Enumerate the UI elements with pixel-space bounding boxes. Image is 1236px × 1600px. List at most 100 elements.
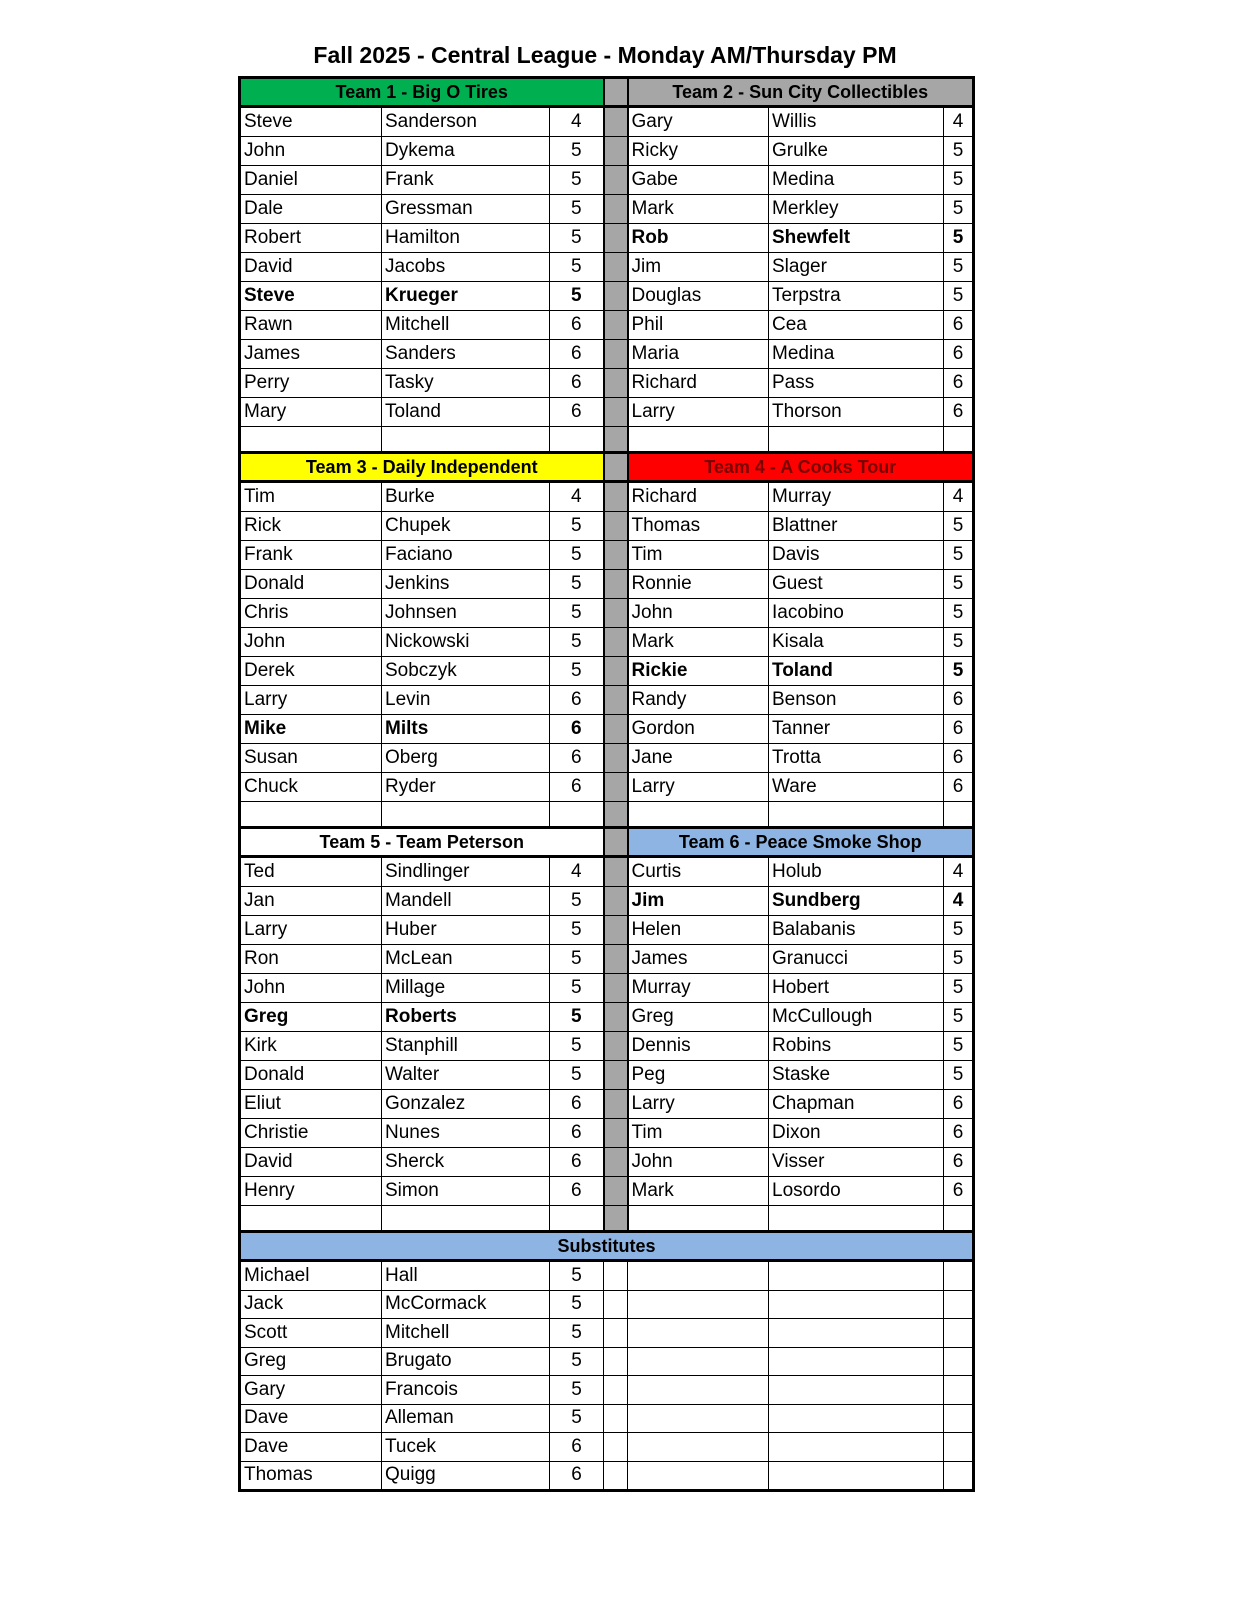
last-name: Jenkins xyxy=(381,569,550,599)
handicap: 6 xyxy=(549,685,604,715)
empty-cell xyxy=(768,1260,944,1291)
last-name: Merkley xyxy=(768,194,944,224)
divider xyxy=(602,252,629,282)
first-name: Richard xyxy=(627,481,769,512)
handicap: 4 xyxy=(943,856,974,887)
team-header-row: Team 1 - Big O Tires Team 2 - Sun City Co… xyxy=(239,76,974,108)
player-row: Greg Roberts 5 Greg McCullough 5 xyxy=(239,1002,974,1032)
empty-cell xyxy=(627,1460,769,1491)
handicap: 5 xyxy=(549,1289,604,1319)
player-row: Derek Sobczyk 5 Rickie Toland 5 xyxy=(239,656,974,686)
player-row: Frank Faciano 5 Tim Davis 5 xyxy=(239,540,974,570)
handicap xyxy=(943,801,974,828)
handicap: 5 xyxy=(549,944,604,974)
first-name xyxy=(627,426,769,453)
handicap: 4 xyxy=(549,481,604,512)
player-row: David Jacobs 5 Jim Slager 5 xyxy=(239,252,974,282)
substitute-row: Jack McCormack 5 xyxy=(239,1289,974,1319)
player-row: Henry Simon 6 Mark Losordo 6 xyxy=(239,1176,974,1206)
last-name: Tasky xyxy=(381,368,550,398)
last-name: Ware xyxy=(768,772,944,802)
handicap: 6 xyxy=(943,310,974,340)
handicap: 4 xyxy=(943,886,974,916)
first-name: Jim xyxy=(627,886,769,916)
divider xyxy=(602,1176,629,1206)
first-name: John xyxy=(627,598,769,628)
empty-cell xyxy=(943,1346,974,1376)
last-name: Quigg xyxy=(381,1460,550,1491)
team-header: Team 2 - Sun City Collectibles xyxy=(627,76,974,108)
first-name: David xyxy=(239,1147,382,1177)
first-name: Gabe xyxy=(627,165,769,195)
first-name: Gordon xyxy=(627,714,769,744)
empty-cell xyxy=(768,1289,944,1319)
handicap: 5 xyxy=(549,598,604,628)
substitute-row: Greg Brugato 5 xyxy=(239,1346,974,1376)
handicap: 5 xyxy=(549,569,604,599)
team-header: Team 1 - Big O Tires xyxy=(239,76,604,108)
first-name: John xyxy=(239,136,382,166)
first-name xyxy=(627,801,769,828)
player-row: David Sherck 6 John Visser 6 xyxy=(239,1147,974,1177)
last-name: Nunes xyxy=(381,1118,550,1148)
last-name: Faciano xyxy=(381,540,550,570)
player-row: John Dykema 5 Ricky Grulke 5 xyxy=(239,136,974,166)
last-name: Oberg xyxy=(381,743,550,773)
handicap: 5 xyxy=(943,627,974,657)
handicap xyxy=(549,426,604,453)
first-name: Rick xyxy=(239,511,382,541)
handicap: 4 xyxy=(943,481,974,512)
first-name: Michael xyxy=(239,1260,382,1291)
empty-cell xyxy=(627,1318,769,1348)
first-name: Jane xyxy=(627,743,769,773)
empty-cell xyxy=(627,1375,769,1405)
divider xyxy=(602,714,629,744)
last-name: Huber xyxy=(381,915,550,945)
last-name: Tanner xyxy=(768,714,944,744)
empty-cell xyxy=(627,1260,769,1291)
first-name: Ricky xyxy=(627,136,769,166)
handicap: 5 xyxy=(549,165,604,195)
handicap: 5 xyxy=(943,223,974,253)
handicap: 6 xyxy=(549,1176,604,1206)
handicap: 5 xyxy=(549,915,604,945)
handicap: 5 xyxy=(943,656,974,686)
last-name: Frank xyxy=(381,165,550,195)
empty-cell xyxy=(768,1375,944,1405)
handicap: 5 xyxy=(549,136,604,166)
divider xyxy=(602,397,629,427)
first-name: Rickie xyxy=(627,656,769,686)
handicap: 5 xyxy=(549,1375,604,1405)
last-name: McCormack xyxy=(381,1289,550,1319)
handicap xyxy=(943,426,974,453)
first-name: Mike xyxy=(239,714,382,744)
divider xyxy=(602,1002,629,1032)
last-name: Cea xyxy=(768,310,944,340)
roster-table: Team 1 - Big O Tires Team 2 - Sun City Co… xyxy=(238,76,975,1492)
handicap: 5 xyxy=(549,656,604,686)
last-name: Chupek xyxy=(381,511,550,541)
divider xyxy=(602,1060,629,1090)
empty-cell xyxy=(768,1432,944,1462)
divider xyxy=(602,1118,629,1148)
handicap: 5 xyxy=(943,973,974,1003)
handicap: 6 xyxy=(549,1432,604,1462)
empty-cell xyxy=(943,1289,974,1319)
first-name: Mark xyxy=(627,627,769,657)
divider xyxy=(602,1031,629,1061)
empty-cell xyxy=(768,1460,944,1491)
handicap: 6 xyxy=(943,685,974,715)
handicap: 5 xyxy=(549,1031,604,1061)
last-name: Dixon xyxy=(768,1118,944,1148)
substitute-row: Dave Alleman 5 xyxy=(239,1403,974,1433)
first-name: Larry xyxy=(239,915,382,945)
last-name: Trotta xyxy=(768,743,944,773)
first-name: John xyxy=(627,1147,769,1177)
last-name: Benson xyxy=(768,685,944,715)
last-name: Gressman xyxy=(381,194,550,224)
last-name xyxy=(768,426,944,453)
handicap: 5 xyxy=(943,540,974,570)
handicap: 5 xyxy=(549,1318,604,1348)
handicap: 6 xyxy=(943,1176,974,1206)
empty-cell xyxy=(627,1346,769,1376)
